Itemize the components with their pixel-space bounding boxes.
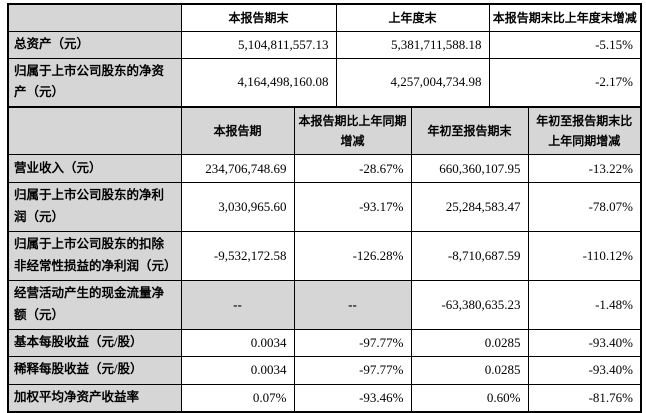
table-row-total-assets: 总资产（元） 5,104,811,557.13 5,381,711,588.18…: [7, 30, 642, 59]
col-header-year-to-date: 年初至报告期末: [410, 107, 529, 156]
diluted-eps-ytd-change: -93.40%: [527, 355, 642, 385]
col-header-change-vs-same-period: 本报告期比上年同期增减: [293, 107, 412, 156]
diluted-eps-current: 0.0034: [180, 355, 295, 385]
table-row-operating-cash-flow: 经营活动产生的现金流量净额（元） -- -- -63,380,635.23 -1…: [7, 280, 642, 330]
row-label-diluted-eps: 稀释每股收益（元/股）: [7, 355, 182, 385]
table-row-weighted-avg-roe: 加权平均净资产收益率 0.07% -93.46% 0.60% -81.76%: [7, 383, 642, 413]
empty-corner-cell: [7, 107, 182, 156]
row-label-net-assets: 归属于上市公司股东的净资产（元）: [7, 57, 182, 108]
operating-revenue-change: -28.67%: [293, 154, 412, 184]
diluted-eps-change: -97.77%: [293, 355, 412, 385]
net-profit-excl-current: -9,532,172.58: [180, 231, 295, 281]
weighted-avg-roe-ytd: 0.60%: [410, 383, 529, 413]
table-row-net-profit: 归属于上市公司股东的净利润（元） 3,030,965.60 -93.17% 25…: [7, 182, 642, 232]
operating-revenue-ytd: 660,360,107.95: [410, 154, 529, 184]
col-header-current-period-end: 本报告期末: [180, 3, 337, 32]
row-label-net-profit: 归属于上市公司股东的净利润（元）: [7, 182, 182, 232]
net-profit-ytd: 25,284,583.47: [410, 182, 529, 232]
col-header-prior-year-end: 上年度末: [335, 3, 490, 32]
period-end-table: 本报告期末 上年度末 本报告期末比上年度末增减 总资产（元） 5,104,811…: [7, 3, 642, 108]
operating-cash-flow-ytd: -63,380,635.23: [410, 280, 529, 330]
net-profit-excl-change: -126.28%: [293, 231, 412, 281]
table-row-net-assets: 归属于上市公司股东的净资产（元） 4,164,498,160.08 4,257,…: [7, 57, 642, 108]
period-end-header-row: 本报告期末 上年度末 本报告期末比上年度末增减: [7, 3, 642, 32]
operating-revenue-ytd-change: -13.22%: [527, 154, 642, 184]
empty-corner-cell: [7, 3, 182, 32]
row-label-net-profit-excl-nonrecurring: 归属于上市公司股东的扣除非经常性损益的净利润（元）: [7, 231, 182, 281]
reporting-period-header-row: 本报告期 本报告期比上年同期增减 年初至报告期末 年初至报告期末比上年同期增减: [7, 107, 642, 156]
total-assets-prior: 5,381,711,588.18: [335, 30, 490, 59]
basic-eps-change: -97.77%: [293, 328, 412, 357]
row-label-operating-revenue: 营业收入（元）: [7, 154, 182, 184]
row-label-basic-eps: 基本每股收益（元/股）: [7, 328, 182, 357]
weighted-avg-roe-current: 0.07%: [180, 383, 295, 413]
reporting-period-table: 本报告期 本报告期比上年同期增减 年初至报告期末 年初至报告期末比上年同期增减 …: [7, 107, 642, 413]
row-label-total-assets: 总资产（元）: [7, 30, 182, 59]
operating-cash-flow-change: --: [293, 280, 412, 330]
operating-cash-flow-ytd-change: -1.48%: [527, 280, 642, 330]
row-label-operating-cash-flow: 经营活动产生的现金流量净额（元）: [7, 280, 182, 330]
net-assets-prior: 4,257,004,734.98: [335, 57, 490, 108]
weighted-avg-roe-change: -93.46%: [293, 383, 412, 413]
net-profit-change: -93.17%: [293, 182, 412, 232]
total-assets-current: 5,104,811,557.13: [180, 30, 337, 59]
col-header-current-period: 本报告期: [180, 107, 295, 156]
col-header-ytd-change-vs-same-period: 年初至报告期末比上年同期增减: [527, 107, 642, 156]
net-profit-excl-ytd: -8,710,687.59: [410, 231, 529, 281]
table-row-basic-eps: 基本每股收益（元/股） 0.0034 -97.77% 0.0285 -93.40…: [7, 328, 642, 357]
weighted-avg-roe-ytd-change: -81.76%: [527, 383, 642, 413]
net-assets-change: -2.17%: [488, 57, 642, 108]
operating-cash-flow-current: --: [180, 280, 295, 330]
col-header-change-vs-prior-year-end: 本报告期末比上年度末增减: [488, 3, 642, 32]
total-assets-change: -5.15%: [488, 30, 642, 59]
basic-eps-ytd: 0.0285: [410, 328, 529, 357]
net-profit-current: 3,030,965.60: [180, 182, 295, 232]
basic-eps-ytd-change: -93.40%: [527, 328, 642, 357]
table-row-diluted-eps: 稀释每股收益（元/股） 0.0034 -97.77% 0.0285 -93.40…: [7, 355, 642, 385]
row-label-weighted-avg-roe: 加权平均净资产收益率: [7, 383, 182, 413]
table-row-net-profit-excl-nonrecurring: 归属于上市公司股东的扣除非经常性损益的净利润（元） -9,532,172.58 …: [7, 231, 642, 281]
key-financials-section: 本报告期末 上年度末 本报告期末比上年度末增减 总资产（元） 5,104,811…: [7, 3, 642, 413]
net-profit-ytd-change: -78.07%: [527, 182, 642, 232]
net-profit-excl-ytd-change: -110.12%: [527, 231, 642, 281]
table-row-operating-revenue: 营业收入（元） 234,706,748.69 -28.67% 660,360,1…: [7, 154, 642, 184]
diluted-eps-ytd: 0.0285: [410, 355, 529, 385]
operating-revenue-current: 234,706,748.69: [180, 154, 295, 184]
net-assets-current: 4,164,498,160.08: [180, 57, 337, 108]
basic-eps-current: 0.0034: [180, 328, 295, 357]
